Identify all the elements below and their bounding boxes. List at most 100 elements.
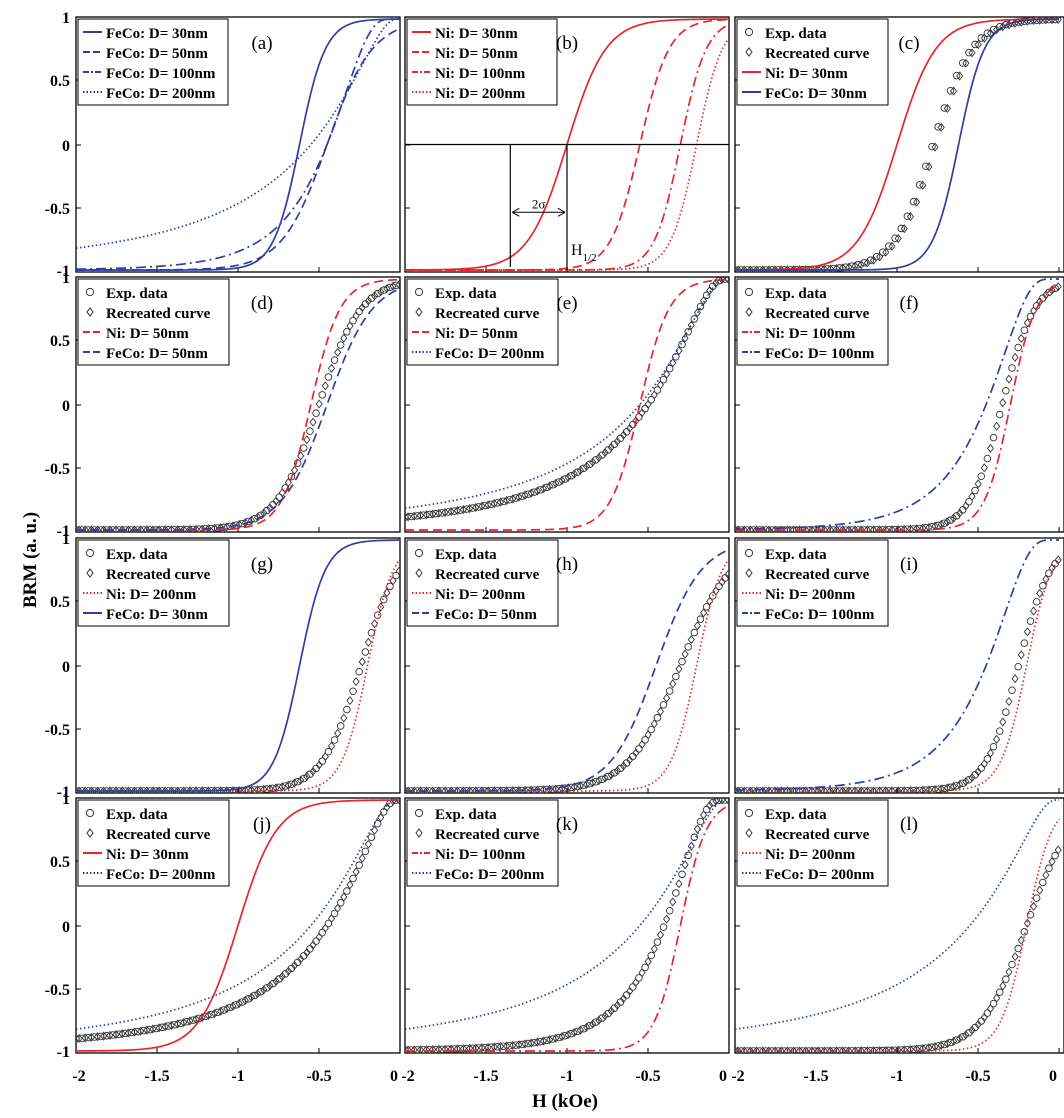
marker-diamond [383,802,391,812]
marker-diamond [466,504,474,514]
marker-diamond [863,525,871,532]
marker-diamond [321,923,329,933]
series-feco-d-100nm-line [735,539,1059,792]
marker-diamond [796,786,804,793]
marker-diamond [180,1017,188,1028]
marker-diamond [290,465,299,475]
legend-marker-circle [744,808,754,818]
marker-diamond [962,777,970,787]
panel-label: (e) [556,293,577,314]
marker-diamond [272,496,280,506]
legend-marker-diamond [745,307,753,317]
y-tick-label: 0 [62,138,70,155]
marker-circle [1020,326,1029,335]
marker-circle [665,687,674,695]
marker-circle [1014,343,1022,352]
marker-circle [672,353,680,361]
marker-diamond [410,511,418,521]
legend-marker-diamond [86,828,94,838]
marker-diamond [900,224,908,234]
marker-diamond [925,1043,933,1053]
marker-circle [1020,639,1029,647]
marker-diamond [1036,588,1044,598]
marker-diamond [435,508,443,518]
marker-diamond [297,954,305,964]
marker-diamond [137,1026,145,1036]
marker-diamond [913,197,921,207]
marker-diamond [956,1033,964,1044]
series-ni-d-100nm-line [405,804,729,1052]
marker-diamond [478,1043,486,1053]
marker-diamond [746,525,754,532]
marker-diamond [297,775,305,785]
marker-diamond [986,748,995,758]
marker-diamond [441,786,449,793]
marker-diamond [746,1046,754,1053]
marker-diamond [303,435,311,445]
marker-diamond [1042,290,1050,300]
marker-diamond [327,741,336,751]
marker-circle [269,979,277,988]
marker-diamond [980,33,988,43]
marker-diamond [999,398,1007,408]
series-recreated-curve [405,569,729,793]
legend-entry-label: FeCo: D= 200nm [765,867,875,883]
marker-diamond [839,1046,847,1053]
marker-circle [922,162,930,170]
marker-diamond [1017,650,1025,660]
marker-diamond [405,1045,412,1053]
marker-circle [555,478,563,486]
marker-diamond [81,786,89,793]
x-tick-label: -1 [231,1068,244,1085]
marker-diamond [364,296,372,306]
marker-circle [684,643,692,651]
marker-diamond [681,860,689,870]
marker-diamond [740,265,748,272]
marker-diamond [1048,563,1056,573]
marker-diamond [607,442,615,452]
marker-diamond [143,525,151,532]
marker-circle [579,1024,588,1033]
marker-diamond [472,1043,480,1053]
marker-diamond [278,971,286,981]
legend: Exp. data Recreated curve Ni: D= 50nm FeCo:… [406,278,559,366]
marker-diamond [112,525,120,532]
legend-entry-label: Recreated curve [765,567,870,583]
marker-diamond [441,1044,449,1053]
marker-circle [573,1027,582,1036]
legend-box [77,18,229,106]
panel-l: -2 -1.5 -1 -0.5 0 Exp. data Recreated curve Ni:… [731,797,1064,1085]
marker-diamond [820,525,828,532]
legend: Exp. data Recreated curve Ni: D= 200nm FeCo… [736,799,889,887]
marker-diamond [863,786,871,793]
marker-diamond [210,1008,219,1018]
legend: Exp. data Recreated curve Ni: D= 50nm FeCo:… [77,278,230,366]
marker-diamond [845,525,853,532]
marker-diamond [358,657,366,667]
marker-circle [324,747,333,756]
marker-circle [647,725,655,734]
marker-circle [355,668,363,676]
marker-diamond [583,461,591,471]
legend-entry-label: Ni: D= 200nm [765,587,856,603]
marker-diamond [278,782,286,792]
marker-circle [946,86,955,95]
legend-marker-circle [414,548,424,558]
marker-circle [312,409,320,417]
legend-marker-circle [85,287,95,297]
marker-circle [293,778,302,786]
x-tick-label: -1.5 [473,1068,498,1085]
marker-circle [1045,288,1053,297]
marker-diamond [453,1044,461,1053]
panel-label: (l) [900,814,918,835]
marker-diamond [309,417,317,427]
marker-circle [909,197,918,206]
legend-entry-label: Ni: D= 30nm [106,847,189,863]
marker-diamond [1054,845,1062,855]
marker-diamond [968,491,976,502]
legend-marker-diamond [86,568,94,578]
marker-diamond [1005,374,1013,384]
legend: Exp. data Recreated curve Ni: D= 30nm FeCo:… [736,18,889,106]
legend-entry-label: Recreated curve [435,567,540,583]
marker-diamond [334,347,342,357]
